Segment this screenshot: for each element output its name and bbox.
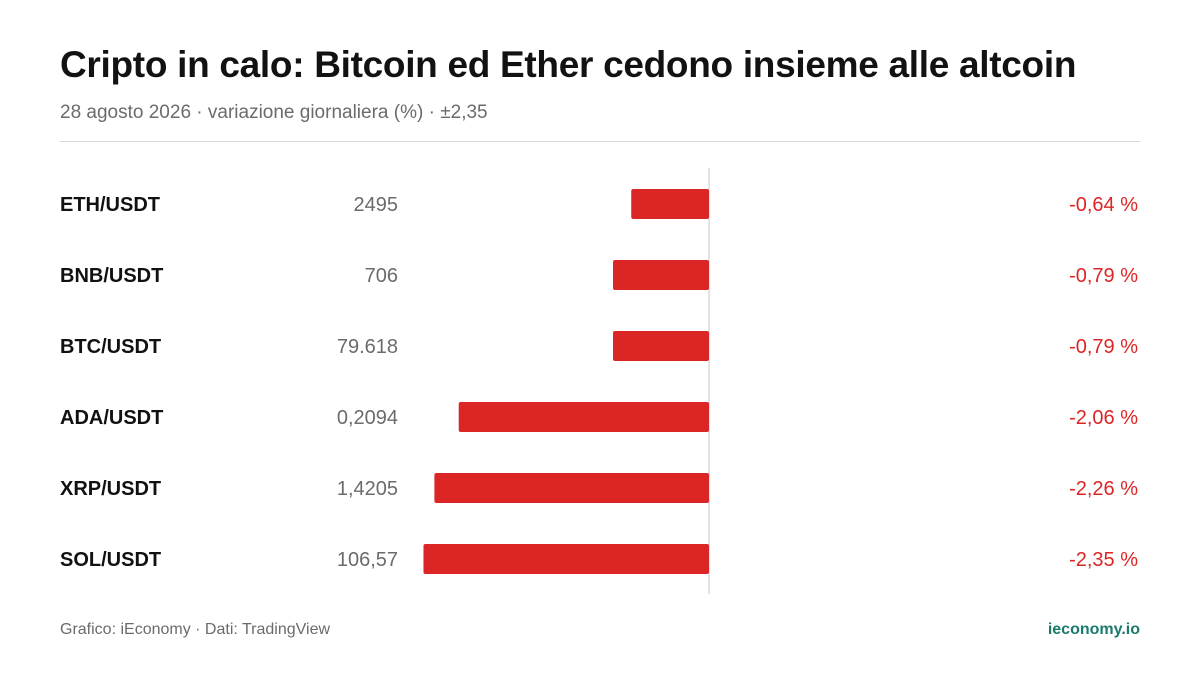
value-label: -2,35 %	[1069, 549, 1138, 571]
value-label: -0,64 %	[1069, 194, 1138, 216]
price-label: 106,57	[337, 549, 398, 571]
bar	[434, 473, 709, 503]
price-label: 2495	[354, 194, 399, 216]
value-label: -2,26 %	[1069, 478, 1138, 500]
value-label: -2,06 %	[1069, 407, 1138, 429]
value-label: -0,79 %	[1069, 336, 1138, 358]
category-label: ADA/USDT	[60, 407, 163, 429]
header-divider	[60, 141, 1140, 142]
category-label: ETH/USDT	[60, 194, 160, 216]
bar	[613, 260, 709, 290]
price-label: 79.618	[337, 336, 398, 358]
category-label: BNB/USDT	[60, 265, 163, 287]
bar	[613, 331, 709, 361]
source-credit: Grafico: iEconomy · Dati: TradingView	[60, 621, 331, 638]
category-label: BTC/USDT	[60, 336, 161, 358]
category-label: XRP/USDT	[60, 478, 161, 500]
brand-link[interactable]: ieconomy.io	[1047, 621, 1140, 638]
price-label: 706	[365, 265, 398, 287]
price-label: 0,2094	[337, 407, 398, 429]
bar	[458, 402, 709, 432]
bar	[423, 544, 709, 574]
value-label: -0,79 %	[1069, 265, 1138, 287]
chart-subtitle: 28 agosto 2026 · variazione giornaliera …	[60, 102, 488, 123]
category-label: SOL/USDT	[60, 549, 161, 571]
bar	[631, 189, 709, 219]
price-label: 1,4205	[337, 478, 398, 500]
chart-title: Cripto in calo: Bitcoin ed Ether cedono …	[60, 44, 1077, 85]
